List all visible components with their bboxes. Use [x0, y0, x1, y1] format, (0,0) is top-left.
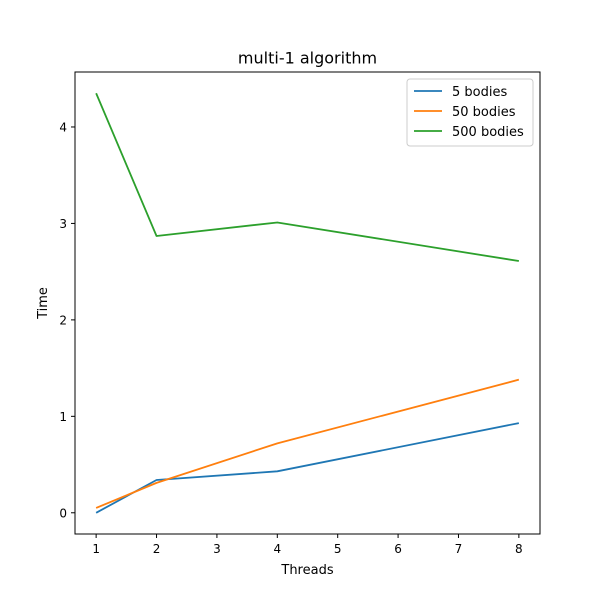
y-axis: 0 1 2 3 4: [59, 120, 75, 520]
x-tick-label: 1: [92, 542, 100, 556]
y-tick-label: 3: [59, 217, 67, 231]
legend-label-50-bodies: 50 bodies: [452, 105, 516, 120]
x-tick-label: 7: [455, 542, 463, 556]
series-line-50-bodies: [95, 378, 520, 509]
x-tick-label: 6: [394, 542, 402, 556]
chart-title: multi-1 algorithm: [238, 49, 377, 68]
series-line-500-bodies: [95, 92, 520, 262]
legend: 5 bodies 50 bodies 500 bodies: [406, 78, 534, 147]
y-tick-label: 0: [59, 506, 67, 520]
x-tick-label: 2: [153, 542, 161, 556]
y-tick-label: 1: [59, 410, 67, 424]
y-axis-label: Time: [36, 287, 51, 320]
legend-box: [406, 78, 534, 147]
legend-label-500-bodies: 500 bodies: [452, 125, 524, 140]
legend-label-5-bodies: 5 bodies: [452, 85, 507, 100]
series-line-5-bodies: [95, 422, 520, 514]
plot-frame: [74, 71, 541, 535]
x-axis: 1 2 3 4 5 6 7 8: [92, 534, 523, 556]
x-tick-label: 5: [334, 542, 342, 556]
y-tick-label: 2: [59, 313, 67, 327]
x-axis-label: Threads: [280, 563, 333, 578]
x-tick-label: 8: [515, 542, 523, 556]
x-tick-label: 3: [213, 542, 221, 556]
series-lines: [95, 92, 520, 514]
x-tick-label: 4: [273, 542, 281, 556]
y-tick-label: 4: [59, 120, 67, 134]
